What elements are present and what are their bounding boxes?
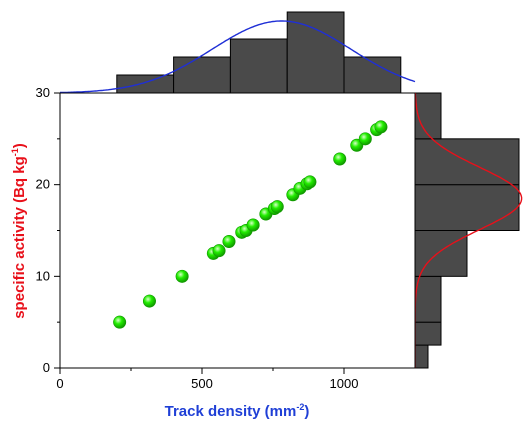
y-histogram-bar	[414, 184, 520, 232]
y-axis-ticks: 0 10 20 30	[36, 85, 60, 375]
y-histogram-bar	[414, 275, 442, 323]
y-histogram-bar	[414, 321, 442, 346]
y-tick-label: 20	[36, 177, 50, 192]
x-histogram-bar	[116, 74, 175, 94]
y-axis-title: specific activity (Bq kg-1)	[10, 143, 28, 319]
x-histogram-bar	[286, 11, 345, 94]
x-histogram-bar	[229, 38, 288, 94]
data-point	[142, 294, 156, 308]
data-point	[222, 235, 236, 249]
x-distribution-curve	[60, 20, 416, 94]
y-marginal-histogram	[414, 92, 520, 369]
data-point	[246, 218, 260, 232]
data-point	[333, 152, 347, 166]
x-histogram-bar	[173, 56, 231, 94]
data-point	[212, 244, 226, 258]
x-axis-title: Track density (mm-2)	[165, 402, 310, 420]
y-tick-label: 0	[43, 360, 50, 375]
y-tick-label: 10	[36, 268, 50, 283]
y-tick-label: 30	[36, 85, 50, 100]
x-tick-label: 0	[56, 376, 63, 391]
x-tick-label: 500	[191, 376, 213, 391]
x-marginal-histogram	[116, 11, 402, 94]
data-point	[175, 269, 189, 283]
y-histogram-bar	[414, 344, 429, 369]
data-point	[374, 120, 388, 134]
x-axis-ticks: 0 500 1000	[56, 368, 358, 391]
data-point	[270, 200, 284, 214]
x-tick-label: 1000	[330, 376, 359, 391]
y-histogram-bar	[414, 92, 442, 140]
y-distribution-curve	[415, 93, 523, 368]
data-point	[113, 315, 127, 329]
data-points	[113, 120, 388, 329]
data-point	[358, 132, 372, 146]
data-point	[303, 175, 317, 189]
